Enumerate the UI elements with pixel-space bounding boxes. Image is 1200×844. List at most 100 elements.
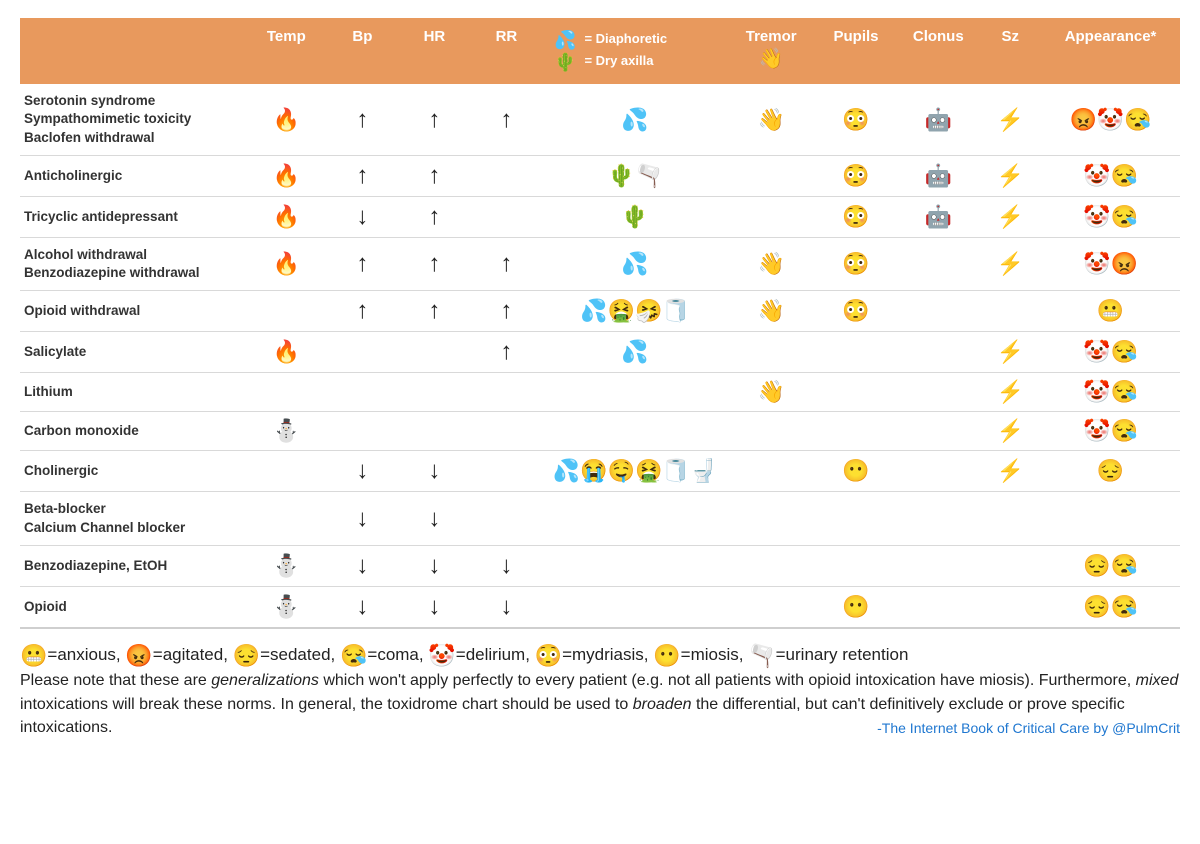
fire-icon: 🔥 (273, 163, 300, 188)
clown-icon: 🤡 (1083, 379, 1110, 404)
table-row: Tricyclic antidepressant🔥↓↑🌵😳🤖⚡🤡😪 (20, 196, 1180, 237)
cell-skin: 🌵 (542, 196, 727, 237)
cell-temp: 🔥 (246, 196, 326, 237)
cell-rr: ↑ (470, 332, 542, 373)
cell-skin (542, 492, 727, 545)
table-row: Salicylate🔥↑💦⚡🤡😪 (20, 332, 1180, 373)
tremor-label: Tremor (746, 28, 797, 45)
drool-icon: 🤤 (608, 458, 635, 483)
sweat-icon: 💦 (621, 107, 648, 132)
cell-clonus (897, 237, 979, 290)
angry-icon: 😡 (125, 643, 152, 668)
fire-icon: 🔥 (273, 339, 300, 364)
skin-diaphoretic-label: = Diaphoretic (584, 31, 667, 46)
cell-clonus (897, 373, 979, 412)
cell-bp: ↓ (326, 586, 398, 628)
miosis-icon: 😶 (842, 458, 869, 483)
cell-tremor: 👋 (727, 237, 814, 290)
col-hr-header: HR (398, 18, 470, 84)
cell-sz (979, 492, 1041, 545)
cell-clonus: 🤖 (897, 155, 979, 196)
flushed-icon: 😳 (842, 204, 869, 229)
up-icon: ↑ (356, 106, 368, 133)
cell-appearance: 😬 (1041, 291, 1180, 332)
note-text: which won't apply perfectly to every pat… (319, 672, 1136, 689)
col-tremor-header: Tremor 👋 (727, 18, 814, 84)
miosis-icon: 😶 (842, 594, 869, 619)
cell-hr (398, 332, 470, 373)
coma-icon: 😪 (1111, 553, 1138, 578)
sedated-icon: 😔 (1097, 458, 1124, 483)
cell-bp: ↑ (326, 84, 398, 155)
table-row: Beta-blockerCalcium Channel blocker↓↓ (20, 492, 1180, 545)
cell-appearance: 😔 (1041, 451, 1180, 492)
row-name: Opioid (20, 586, 246, 628)
cell-tremor: 👋 (727, 84, 814, 155)
up-icon: ↑ (428, 250, 440, 277)
cell-temp (246, 492, 326, 545)
cell-rr (470, 412, 542, 451)
cell-pupils: 😳 (815, 196, 897, 237)
note-em: broaden (633, 696, 692, 713)
up-icon: ↑ (500, 250, 512, 277)
cell-sz: ⚡ (979, 332, 1041, 373)
flushed-icon: 😳 (842, 251, 869, 276)
cell-sz: ⚡ (979, 373, 1041, 412)
cell-hr: ↑ (398, 84, 470, 155)
coma-icon: 😪 (1111, 339, 1138, 364)
cell-sz: ⚡ (979, 451, 1041, 492)
clown-icon: 🤡 (1083, 418, 1110, 443)
col-temp-header: Temp (246, 18, 326, 84)
up-icon: ↑ (428, 203, 440, 230)
sweat-icon: 💦 (580, 298, 607, 323)
down-icon: ↓ (356, 457, 368, 484)
roll-icon: 🧻 (662, 298, 689, 323)
cell-rr (470, 155, 542, 196)
cell-clonus (897, 586, 979, 628)
note-text: Please note that these are (20, 672, 211, 689)
col-appearance-header: Appearance* (1041, 18, 1180, 84)
anxious-icon: 😬 (1097, 298, 1124, 323)
row-name: Benzodiazepine, EtOH (20, 545, 246, 586)
row-name: Tricyclic antidepressant (20, 196, 246, 237)
table-row: Benzodiazepine, EtOH⛄↓↓↓😔😪 (20, 545, 1180, 586)
sneeze-icon: 🤧 (635, 298, 662, 323)
row-name: Cholinergic (20, 451, 246, 492)
up-icon: ↑ (356, 250, 368, 277)
flushed-icon: 😳 (842, 163, 869, 188)
credit-text: -The Internet Book of Critical Care by @… (877, 718, 1180, 738)
cell-skin: 💦 (542, 237, 727, 290)
cell-hr: ↑ (398, 291, 470, 332)
table-row: Cholinergic↓↓💦😭🤤🤮🧻🚽😶⚡😔 (20, 451, 1180, 492)
wave-icon: 👋 (757, 298, 784, 323)
cell-temp (246, 291, 326, 332)
up-icon: ↑ (356, 297, 368, 324)
cell-hr: ↑ (398, 196, 470, 237)
cell-appearance: 🤡😪 (1041, 155, 1180, 196)
cell-rr: ↑ (470, 237, 542, 290)
cell-bp (326, 412, 398, 451)
fire-icon: 🔥 (273, 107, 300, 132)
col-bp-header: Bp (326, 18, 398, 84)
cell-appearance: 😡🤡😪 (1041, 84, 1180, 155)
robot-icon: 🤖 (925, 163, 952, 188)
cell-pupils (815, 545, 897, 586)
col-rr-header: RR (470, 18, 542, 84)
clown-icon: 🤡 (1083, 251, 1110, 276)
cell-clonus: 🤖 (897, 84, 979, 155)
cell-pupils (815, 492, 897, 545)
cell-rr: ↓ (470, 545, 542, 586)
row-name: Anticholinergic (20, 155, 246, 196)
cell-bp (326, 373, 398, 412)
table-body: Serotonin syndromeSympathomimetic toxici… (20, 84, 1180, 628)
cell-appearance: 🤡😪 (1041, 412, 1180, 451)
cell-sz: ⚡ (979, 196, 1041, 237)
cry-icon: 😭 (580, 458, 607, 483)
cell-pupils: 😶 (815, 451, 897, 492)
cell-temp (246, 373, 326, 412)
col-pupils-header: Pupils (815, 18, 897, 84)
row-name: Opioid withdrawal (20, 291, 246, 332)
cell-tremor: 👋 (727, 373, 814, 412)
legend-block: 😬=anxious, 😡=agitated, 😔=sedated, 😪=coma… (20, 643, 1180, 739)
flushed-icon: 😳 (842, 107, 869, 132)
